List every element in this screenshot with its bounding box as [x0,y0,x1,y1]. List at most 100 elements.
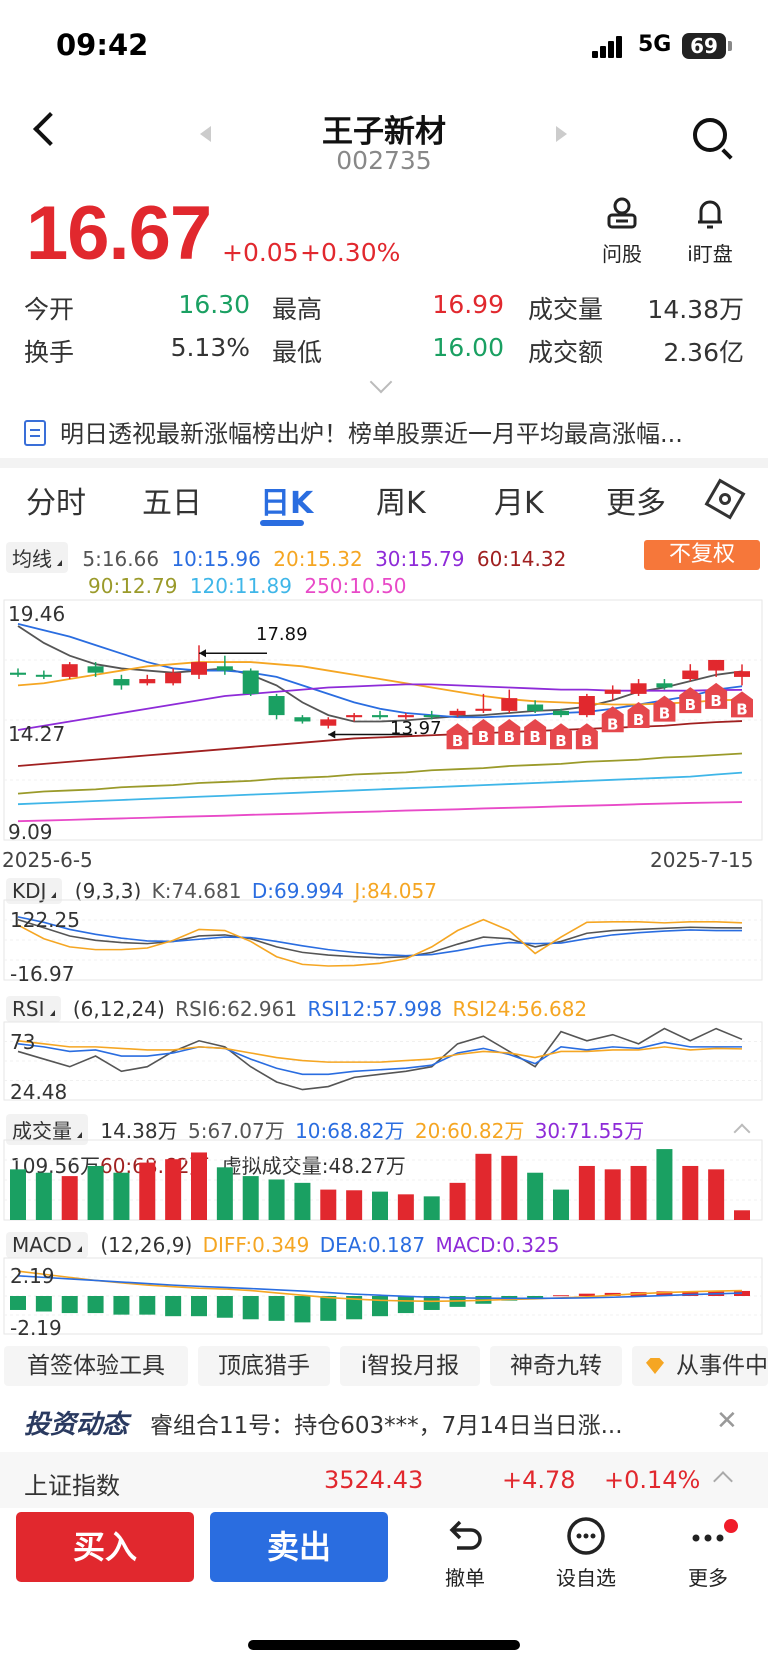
k-ymid-label: 14.27 [8,722,66,746]
robot-icon [607,197,637,229]
candle [35,674,52,677]
stock-code: 002735 [336,146,432,175]
candle [320,719,337,726]
volume-bar [372,1191,388,1220]
candle [682,670,699,680]
ask-stock-button[interactable]: 问股 [582,196,662,267]
k-ymin-label: 9.09 [8,820,53,844]
buy-signal-label: B [685,696,696,714]
volume-bar [501,1155,518,1220]
candle [630,683,647,694]
high-annotation: 17.89 [256,624,308,645]
chip-nine-turns[interactable]: 神奇九转 [490,1346,622,1386]
rsi24-line [17,1039,743,1063]
macd-selector[interactable]: MACD [6,1232,88,1258]
kdj-k-line [17,918,743,959]
volume-bar [708,1169,725,1220]
volume-bar [35,1172,52,1220]
home-indicator[interactable] [248,1640,520,1650]
macd-bar [527,1296,544,1298]
tab-daily-k[interactable]: 日K [260,486,314,521]
macd-bar [372,1296,388,1317]
rsi-ymax-label: 73 [10,1030,36,1054]
tab-more[interactable]: 更多 [606,486,666,521]
stat-label: 最低 [272,338,323,367]
candle [216,666,233,671]
search-icon[interactable] [693,118,727,152]
rsi12: RSI12:57.998 [307,997,443,1021]
chip-monthly-report[interactable]: i智投月报 [340,1346,480,1386]
more-label: 更多 [688,1566,728,1590]
rsi12-line [17,1041,743,1076]
kdj-k: K:74.681 [151,879,242,903]
chat-icon [546,1514,626,1558]
candle [553,710,569,716]
candle [734,671,750,677]
macd-diff-line [17,1270,743,1303]
macd-ymax-label: 2.19 [10,1264,55,1288]
macd-ymin-label: -2.19 [10,1316,62,1340]
candle [61,664,78,677]
index-value: 3524.43 [324,1466,424,1494]
network-label: 5G [638,32,672,57]
tab-monthly-k[interactable]: 月K [494,486,544,521]
tab-five-day[interactable]: 五日 [142,486,202,521]
candle [501,698,518,711]
volume-bar [216,1167,233,1220]
adjust-selector[interactable]: 不复权 [644,540,760,570]
date-start: 2025-6-5 [2,848,93,872]
kdj-j-line [17,918,743,967]
ma-line-10 [17,623,743,719]
ma10-value: 10:15.96 [171,547,261,571]
rsi-ymin-label: 24.48 [10,1080,68,1104]
volume-bar [475,1153,492,1220]
stat-label: 成交量 [528,295,604,324]
volume-bar [734,1210,750,1220]
price-change: +0.05 [222,238,299,267]
macd-legend: MACD (12,26,9) DIFF:0.349 DEA:0.187 MACD… [6,1232,559,1258]
stat-value: 14.38万 [647,295,744,324]
tab-weekly-k[interactable]: 周K [376,486,426,521]
stat-label: 成交额 [528,338,604,367]
clock: 09:42 [56,28,149,62]
add-watchlist-button[interactable]: 设自选 [546,1514,626,1591]
prev-stock-icon[interactable] [200,126,211,142]
cancel-order-button[interactable]: 撤单 [425,1514,505,1591]
next-stock-icon[interactable] [556,126,567,142]
close-icon[interactable]: ✕ [716,1406,738,1436]
chip-trial-tool[interactable]: 首签体验工具 [4,1346,188,1386]
candle [191,662,207,675]
watch-button[interactable]: i盯盘 [670,196,750,267]
volume-bar [10,1169,26,1220]
kline-chart-area[interactable]: B B B B B BB B B B B B [0,0,768,1340]
candle [656,683,673,688]
buy-button[interactable]: 买入 [16,1512,194,1582]
volume-bar [139,1162,156,1220]
invest-text: 睿组合11号：持仓603***，7月14日当日涨... [150,1413,623,1439]
macd-value: MACD:0.325 [435,1233,560,1257]
macd-bar [113,1296,130,1315]
invest-banner[interactable] [0,1394,768,1452]
candle [475,708,492,711]
ma60-value: 60:14.32 [476,547,567,571]
index-bar[interactable] [0,1452,768,1508]
chip-events[interactable]: 从事件中 [632,1346,768,1386]
volume-bar [61,1176,78,1220]
volume-bar [578,1165,595,1220]
news-ticker[interactable]: 明日透视最新涨幅榜出炉！榜单股票近一月平均最高涨幅... [24,414,734,448]
macd-bar [553,1295,569,1297]
diamond-icon [646,1358,664,1374]
ma-selector[interactable]: 均线 [6,542,68,573]
volume-bar [553,1189,569,1220]
chip-top-bottom[interactable]: 顶底猎手 [198,1346,330,1386]
index-change: +4.78 [502,1466,576,1494]
candle [139,679,156,684]
buy-signal-marker [575,723,598,750]
volume-bar [604,1169,621,1220]
volume-bar [87,1165,104,1220]
kdj-d-line [17,916,743,957]
tab-intraday[interactable]: 分时 [26,486,86,521]
rsi-selector[interactable]: RSI [6,996,61,1022]
more-button[interactable]: 更多 [668,1514,748,1591]
sell-button[interactable]: 卖出 [210,1512,388,1582]
